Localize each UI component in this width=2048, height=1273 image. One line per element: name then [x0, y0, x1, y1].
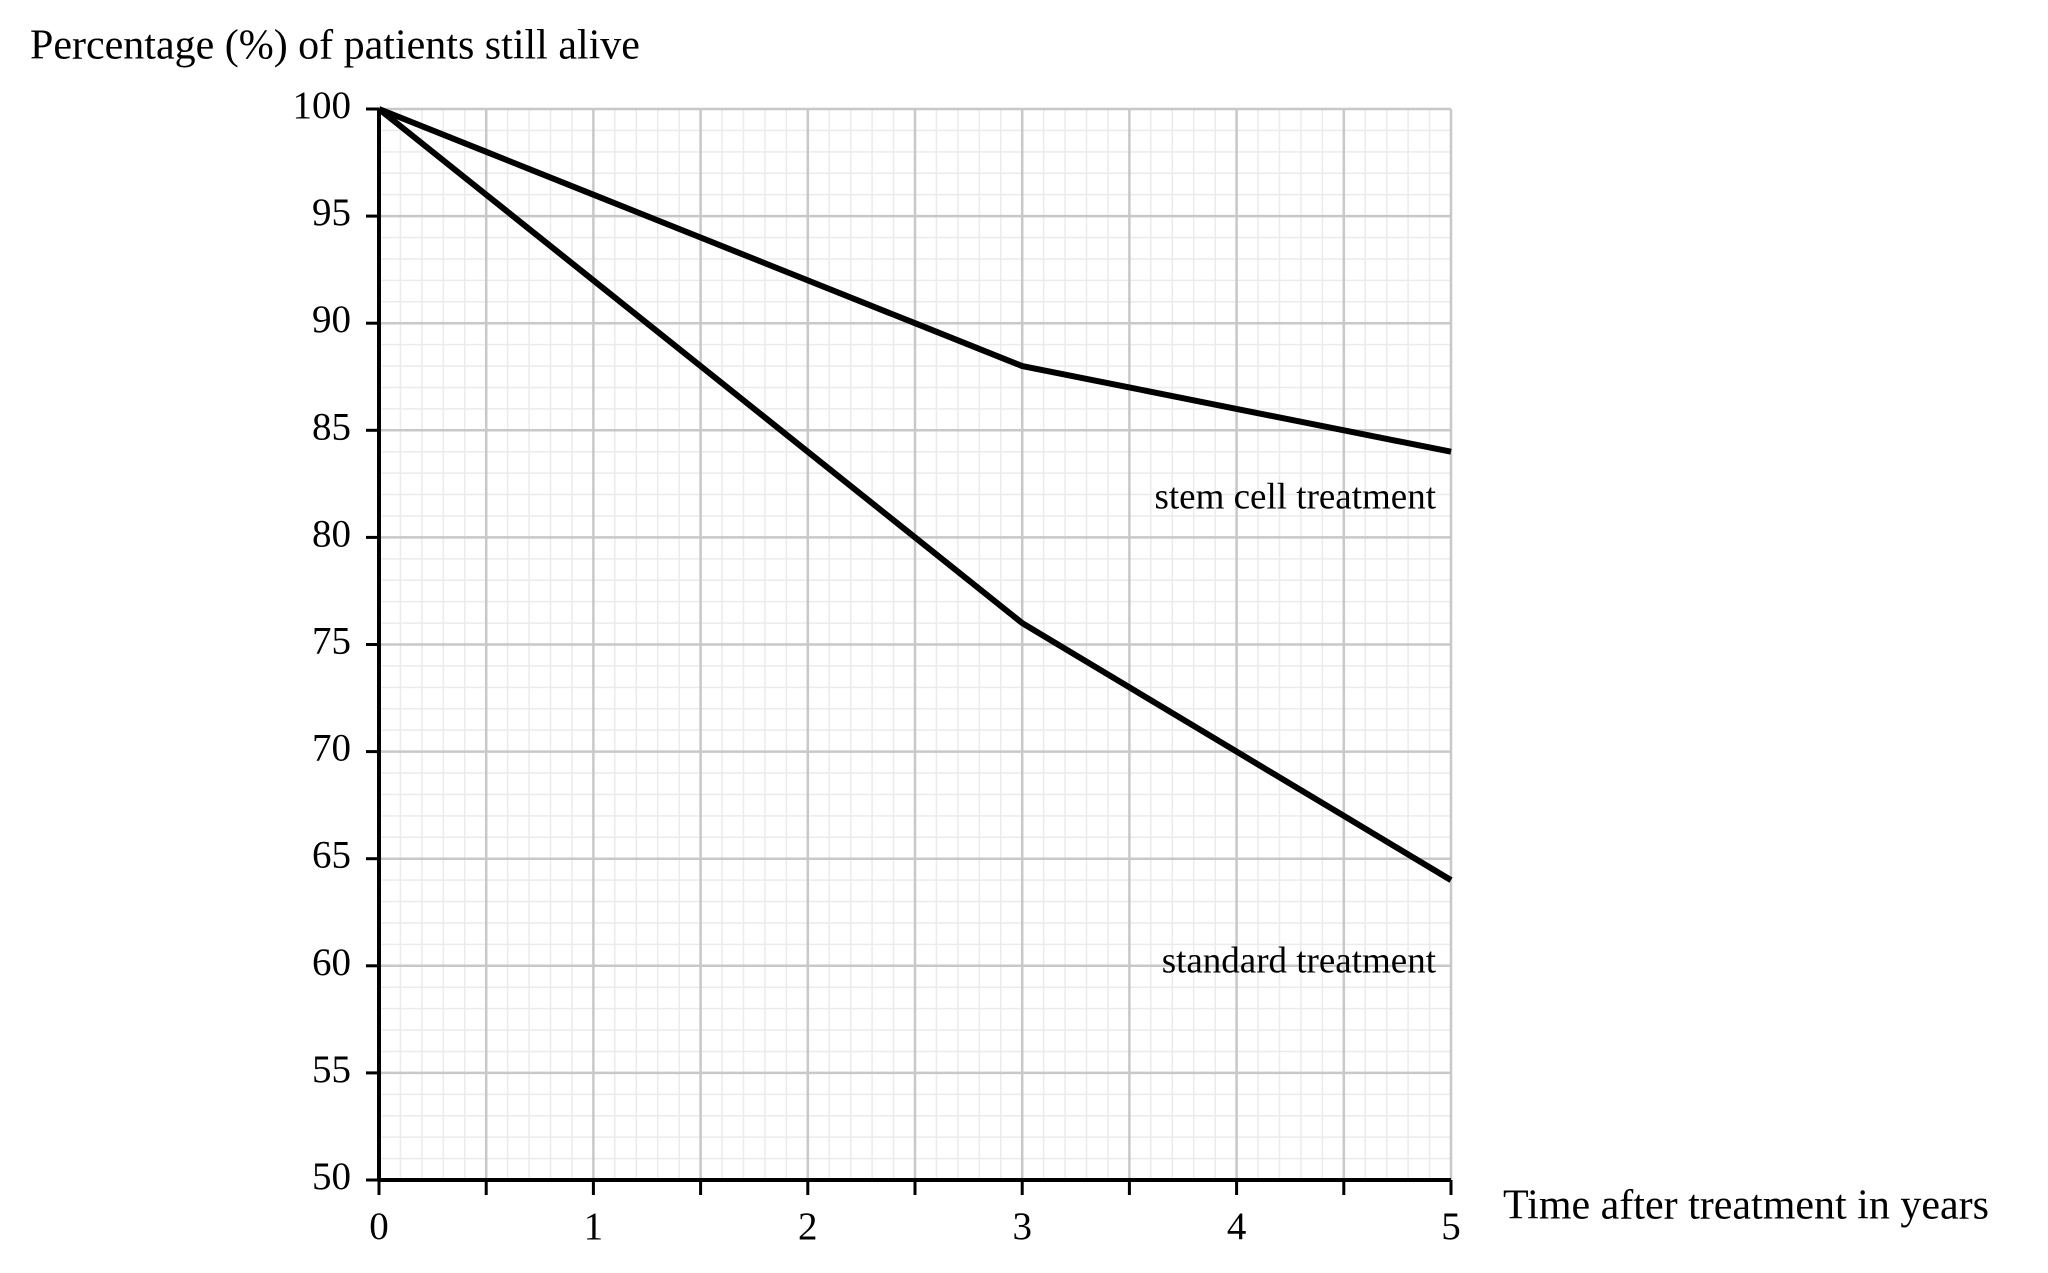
- x-tick-label: 5: [1441, 1205, 1461, 1248]
- y-tick-label: 50: [312, 1155, 351, 1198]
- y-tick-label: 100: [293, 84, 352, 127]
- series-label: standard treatment: [1162, 940, 1437, 981]
- x-axis-title: Time after treatment in years: [1503, 1183, 1989, 1229]
- y-tick-label: 65: [312, 834, 351, 877]
- y-tick-label: 80: [312, 512, 351, 555]
- y-tick-label: 70: [312, 727, 351, 770]
- line-series: [377, 106, 1453, 883]
- y-axis-title: Percentage (%) of patients still alive: [30, 23, 640, 69]
- y-tick-label: 90: [312, 298, 351, 341]
- x-tick-label: 3: [1012, 1205, 1032, 1248]
- y-tick-label: 95: [312, 191, 351, 234]
- x-tick-label: 4: [1227, 1205, 1247, 1248]
- x-tick-label: 0: [369, 1205, 389, 1248]
- y-tick-label: 85: [312, 405, 351, 448]
- y-tick-label: 60: [312, 941, 351, 984]
- series-label: stem cell treatment: [1155, 476, 1437, 517]
- line-series: [377, 106, 1452, 455]
- x-tick-label: 2: [798, 1205, 818, 1248]
- y-tick-label: 55: [312, 1048, 351, 1091]
- x-tick-label: 1: [584, 1205, 604, 1248]
- y-tick-label: 75: [312, 619, 351, 662]
